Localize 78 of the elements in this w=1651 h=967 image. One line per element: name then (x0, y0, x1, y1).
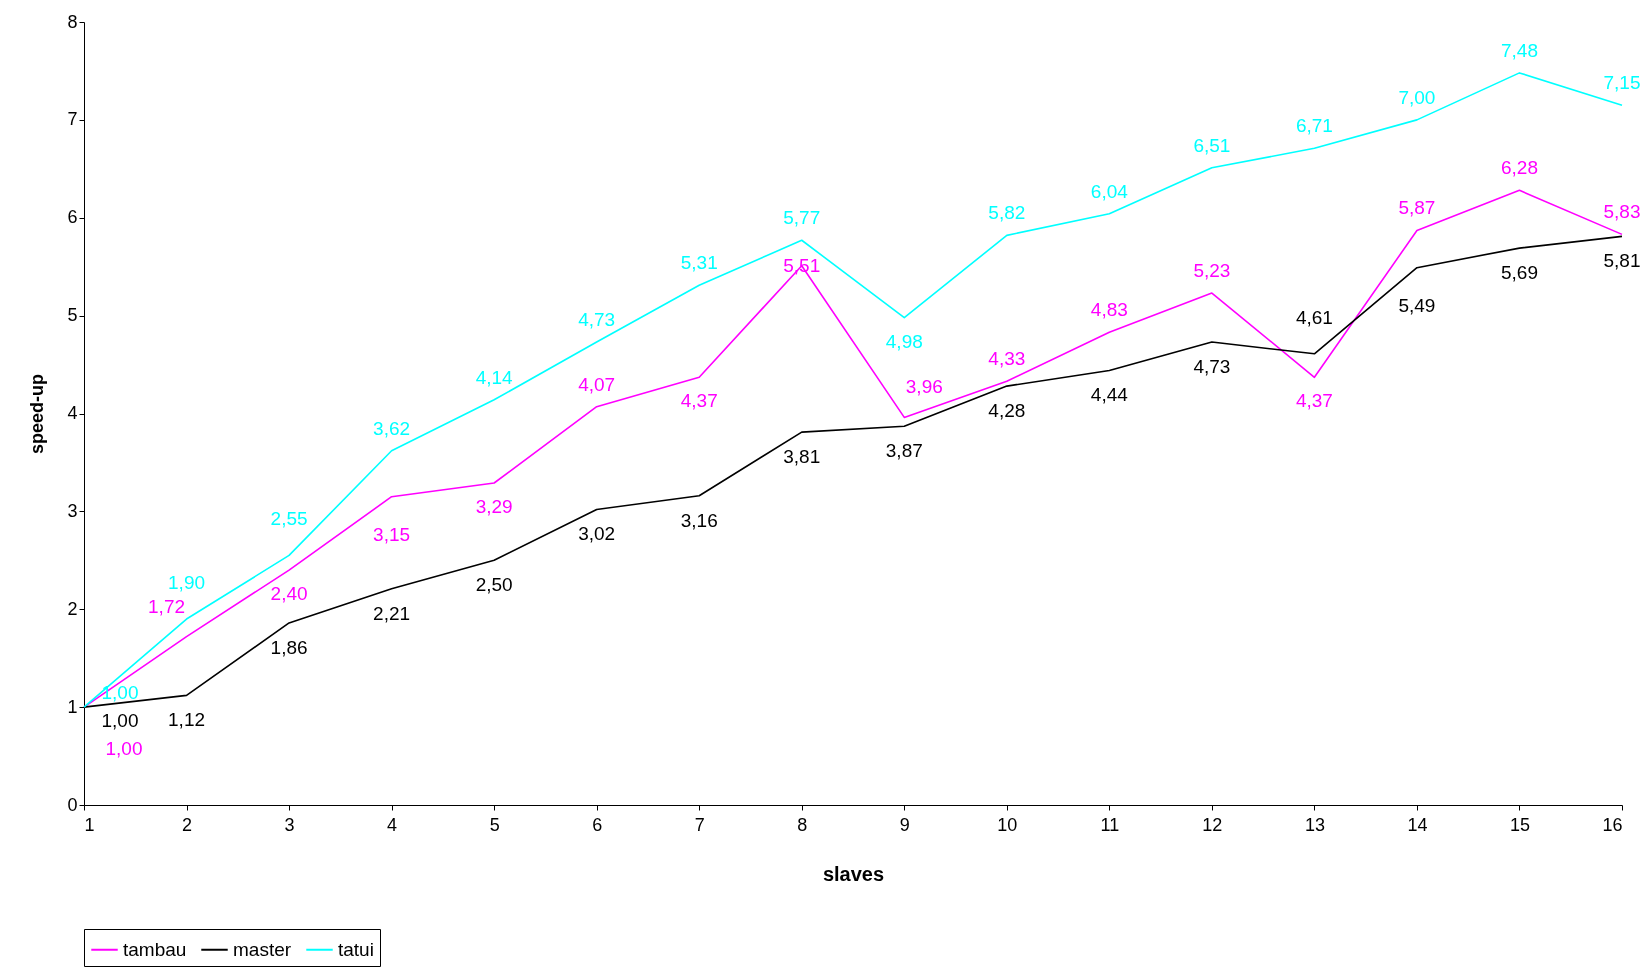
x-tick-label: 7 (694, 814, 705, 835)
x-tick-label: 1 (84, 814, 95, 835)
data-label: 4,07 (578, 373, 616, 395)
data-label: 2,21 (373, 602, 411, 624)
data-label: 1,12 (168, 709, 206, 731)
x-tick-label: 2 (182, 814, 193, 835)
data-label: 5,87 (1398, 197, 1436, 219)
data-label: 1,86 (270, 636, 308, 658)
data-label: 5,49 (1398, 294, 1436, 316)
data-label: 7,00 (1398, 86, 1436, 108)
x-tick-label: 5 (489, 814, 500, 835)
data-label: 6,04 (1090, 180, 1129, 202)
data-label: 4,44 (1090, 384, 1129, 406)
data-label: 4,28 (988, 400, 1026, 422)
data-label: 2,40 (270, 583, 308, 605)
data-label: 5,31 (680, 252, 718, 274)
data-label: 4,33 (988, 348, 1026, 370)
y-tick-label: 4 (67, 403, 78, 423)
y-tick-label: 8 (67, 11, 78, 32)
data-label: 5,82 (988, 202, 1026, 224)
y-axis-title: speed-up (27, 373, 48, 455)
data-label: 3,29 (475, 495, 513, 517)
data-label: 3,16 (680, 509, 718, 531)
data-label: 4,73 (1193, 356, 1231, 378)
data-label: 3,87 (885, 440, 923, 462)
y-tick-label: 5 (67, 305, 78, 326)
data-label: 1,00 (105, 738, 143, 760)
data-label: 5,77 (783, 207, 821, 229)
data-label: 4,61 (1295, 306, 1333, 328)
y-tick-label: 7 (67, 109, 78, 130)
y-tick-label: 2 (67, 598, 78, 619)
data-label: 7,48 (1500, 39, 1538, 61)
x-tick-label: 10 (997, 814, 1018, 835)
data-label: 1,72 (148, 595, 186, 617)
data-label: 4,37 (680, 390, 718, 412)
data-label: 4,73 (578, 309, 616, 331)
data-label: 3,62 (373, 417, 411, 439)
data-label: 4,83 (1090, 299, 1128, 321)
data-label: 7,15 (1603, 72, 1641, 94)
legend-label: tambau (123, 938, 187, 960)
x-tick-label: 14 (1407, 814, 1428, 835)
x-tick-label: 3 (284, 814, 295, 835)
x-tick-label: 16 (1602, 814, 1623, 835)
x-tick-label: 12 (1202, 814, 1223, 835)
legend-label: master (233, 938, 292, 960)
data-label: 3,96 (905, 376, 943, 398)
x-tick-label: 8 (797, 814, 808, 835)
data-label: 5,81 (1603, 250, 1641, 272)
data-label: 6,71 (1295, 115, 1333, 137)
x-axis-title: slaves (822, 862, 885, 885)
y-tick-label: 3 (67, 500, 78, 521)
x-tick-label: 11 (1100, 814, 1120, 835)
x-tick-label: 4 (387, 814, 398, 835)
x-tick-label: 6 (592, 814, 603, 835)
data-label: 4,14 (475, 366, 514, 388)
data-label: 3,02 (578, 523, 616, 545)
data-label: 2,55 (270, 508, 308, 530)
data-label: 1,90 (168, 572, 206, 594)
data-label: 2,50 (475, 574, 513, 596)
y-tick-label: 1 (67, 696, 78, 717)
data-label: 6,51 (1193, 134, 1231, 156)
data-label: 4,98 (885, 330, 923, 352)
y-tick-label: 6 (67, 207, 78, 228)
data-label: 1,00 (101, 710, 139, 732)
data-label: 4,37 (1295, 390, 1333, 412)
x-tick-label: 15 (1509, 814, 1530, 835)
data-label: 3,15 (373, 523, 411, 545)
data-label: 5,83 (1603, 201, 1641, 223)
data-label: 5,23 (1193, 260, 1231, 282)
data-label: 6,28 (1500, 157, 1538, 179)
y-tick-label: 0 (67, 794, 78, 815)
data-label: 5,69 (1500, 262, 1538, 284)
data-label: 1,00 (101, 682, 139, 704)
legend-label: tatui (338, 938, 374, 960)
data-label: 3,81 (783, 446, 821, 468)
x-tick-label: 13 (1304, 814, 1325, 835)
data-label: 5,51 (783, 254, 821, 276)
x-tick-label: 9 (899, 814, 910, 835)
